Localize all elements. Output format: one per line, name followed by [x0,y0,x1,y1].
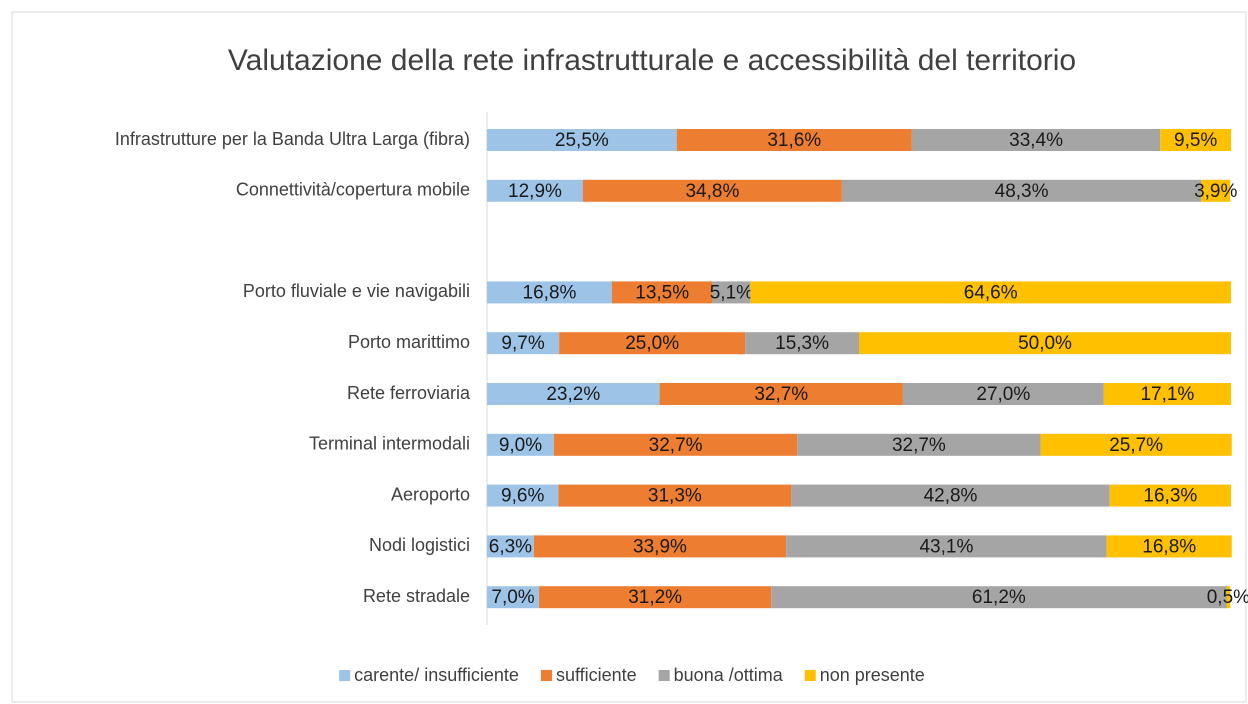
bar-segment [859,332,1231,355]
value-label: 32,7% [649,435,703,456]
value-label: 25,0% [625,333,679,354]
value-label: 42,8% [924,486,978,507]
bar-segment [553,433,798,456]
bar-segment [911,129,1161,151]
bar-segment [791,484,1110,507]
bar-segment [786,535,1107,558]
legend-label: carente/ insufficiente [354,665,519,685]
bar-segment [487,535,534,558]
category-label: Rete stradale [363,586,470,606]
category-label: Infrastrutture per la Banda Ultra Larga … [115,129,470,149]
value-label: 34,8% [685,181,739,202]
value-label: 25,5% [555,130,609,151]
legend-swatch [339,670,351,681]
category-label: Nodi logistici [369,535,470,555]
value-label: 33,9% [633,536,687,557]
bar-segment [841,179,1202,202]
value-label: 9,7% [501,333,544,354]
value-label: 33,4% [1009,130,1063,151]
value-label: 9,6% [501,486,544,507]
legend-swatch [540,670,552,681]
bar-segment [745,332,859,355]
value-label: 16,8% [523,282,577,303]
value-label: 64,6% [964,282,1018,303]
value-label: 16,3% [1143,486,1197,507]
bar-segment [487,179,583,202]
value-label: 5,1% [710,282,753,303]
bar-segment [750,281,1231,304]
bar-segment [1103,383,1231,405]
bar-segment [487,586,540,609]
bar-segment [582,179,842,202]
bar-segment [1226,586,1231,609]
bar-segment [559,332,746,355]
category-label: Porto fluviale e vie navigabili [243,281,470,301]
category-label: Porto marittimo [348,332,470,352]
bar-segment [1109,484,1231,507]
legend-swatch [804,670,816,681]
bar-segment [487,383,660,405]
value-label: 12,9% [508,181,562,202]
bar-segment [539,586,772,609]
bar-segment [558,484,792,507]
category-label: Aeroporto [391,484,470,504]
value-label: 25,7% [1109,435,1163,456]
value-label: 9,5% [1174,130,1217,151]
value-label: 23,2% [546,384,600,405]
value-label: 48,3% [995,181,1049,202]
chart-title: Valutazione della rete infrastrutturale … [228,44,1076,77]
legend-swatch [658,670,670,681]
value-label: 50,0% [1018,333,1072,354]
value-label: 43,1% [919,536,973,557]
legend-label: buona /ottima [674,665,784,685]
bar-segment [712,281,751,304]
value-label: 3,9% [1194,181,1237,202]
bar-segment [797,433,1041,456]
category-label: Rete ferroviaria [347,383,471,403]
value-label: 16,8% [1142,536,1196,557]
bar-segment [487,484,559,507]
value-label: 27,0% [976,384,1030,405]
value-label: 17,1% [1140,384,1194,405]
bar-segment [487,281,612,304]
category-label: Terminal intermodali [309,434,470,454]
value-label: 7,0% [491,587,534,608]
bar-segment [487,433,554,456]
value-label: 32,7% [754,384,808,405]
value-label: 15,3% [775,333,829,354]
bar-segment [676,129,912,151]
bar-segment [487,332,560,355]
value-label: 61,2% [972,587,1026,608]
bar-segment [533,535,787,558]
bar-segment [1201,179,1231,202]
bar-segment [1106,535,1232,558]
legend-label: non presente [820,665,925,685]
bar-segment [1040,433,1232,456]
value-label: 0,5% [1207,587,1248,608]
bar-segment [902,383,1104,405]
value-label: 31,6% [767,130,821,151]
bar-segment [487,129,677,151]
value-label: 31,2% [628,587,682,608]
bar-segment [659,383,903,405]
bar-segment [1160,129,1231,151]
value-label: 6,3% [489,536,532,557]
value-label: 32,7% [892,435,946,456]
legend-label: sufficiente [556,665,637,685]
category-label: Connettività/copertura mobile [236,180,470,200]
bar-segment [611,281,713,304]
value-label: 31,3% [648,486,702,507]
bar-segment [771,586,1227,609]
value-label: 9,0% [499,435,542,456]
value-label: 13,5% [635,282,689,303]
